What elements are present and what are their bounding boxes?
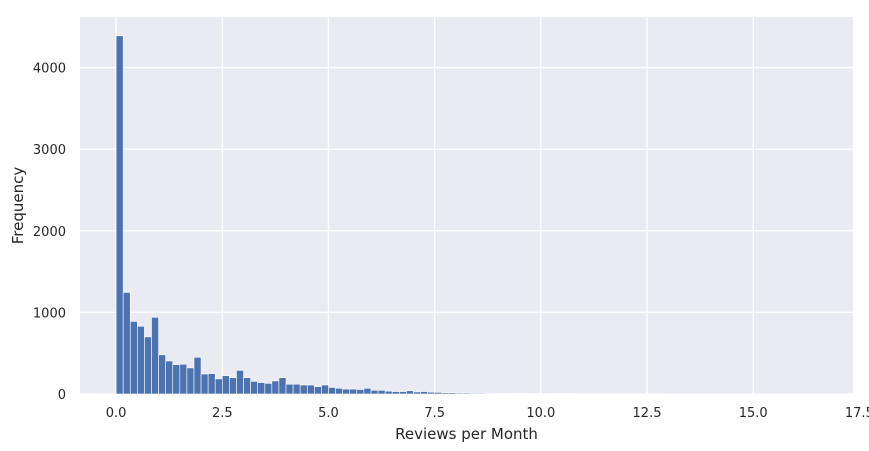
histogram-bar: [349, 388, 358, 395]
y-tick-label: 0: [58, 388, 66, 403]
histogram-bar: [151, 316, 159, 395]
x-tick-label: 7.5: [424, 406, 445, 421]
histogram-bar: [144, 336, 152, 395]
histogram-bar: [476, 392, 485, 395]
histogram-bar: [243, 377, 251, 395]
x-tick-label: 12.5: [633, 406, 662, 421]
x-tick-label: 0.0: [106, 406, 127, 421]
histogram-bar: [342, 388, 351, 395]
x-tick-label: 5.0: [318, 406, 339, 421]
histogram-bar: [462, 392, 471, 395]
histogram-bar: [483, 393, 492, 395]
y-tick-label: 1000: [33, 306, 66, 321]
histogram-bar: [363, 387, 372, 395]
y-tick-label: 2000: [33, 225, 66, 240]
y-axis-label: Frequency: [9, 167, 27, 245]
histogram-bar: [271, 380, 280, 395]
histogram-bar: [186, 367, 195, 395]
x-axis-label: Reviews per Month: [395, 425, 538, 443]
histogram-bar: [115, 35, 124, 395]
histogram-bar: [420, 391, 428, 395]
histogram-bar: [292, 383, 301, 395]
histogram-bar: [207, 373, 216, 395]
y-tick-labels: 0 1000 2000 3000 4000: [33, 62, 66, 403]
histogram-bar: [505, 393, 513, 395]
histogram-bar: [306, 384, 315, 395]
histogram-bar: [179, 363, 188, 395]
x-tick-label: 2.5: [212, 406, 233, 421]
histogram-bar: [356, 389, 365, 395]
histogram-bar: [137, 325, 145, 395]
histogram-bar: [384, 390, 393, 395]
x-tick-label: 10.0: [526, 406, 555, 421]
histogram-bar: [158, 354, 166, 395]
histogram-bar: [328, 387, 336, 395]
histogram-bar: [214, 378, 223, 395]
y-tick-label: 4000: [33, 62, 66, 77]
histogram-bar: [200, 373, 209, 395]
histogram-bar: [222, 375, 230, 395]
x-tick-labels: 0.0 2.5 5.0 7.5 10.0 12.5 15.0 17.5: [106, 406, 869, 421]
histogram-bar: [427, 391, 436, 395]
histogram-bar: [335, 387, 343, 395]
histogram-bars: [115, 35, 846, 395]
histogram-bar: [469, 392, 478, 395]
histogram-bar: [278, 377, 287, 395]
histogram-bar: [455, 392, 464, 395]
x-tick-label: 17.5: [845, 406, 869, 421]
histogram-bar: [498, 393, 506, 395]
histogram-bar: [391, 391, 400, 395]
histogram-bar: [370, 390, 379, 395]
histogram-bar: [172, 364, 181, 395]
histogram-bar: [441, 392, 450, 395]
histogram-bar: [491, 393, 499, 395]
plot-area: [80, 17, 853, 394]
histogram-bar: [122, 292, 131, 395]
histogram-bar: [406, 390, 414, 395]
histogram-bar: [377, 390, 386, 395]
x-tick-label: 15.0: [739, 406, 768, 421]
histogram-bar: [165, 360, 174, 395]
histogram-bar: [285, 383, 294, 395]
histogram-bar: [264, 383, 273, 395]
histogram-bar: [434, 392, 443, 395]
histogram-bar: [299, 384, 308, 395]
histogram-bar: [257, 382, 266, 395]
histogram-bar: [250, 381, 259, 395]
histogram-bar: [229, 377, 237, 395]
histogram-bar: [193, 356, 202, 395]
y-tick-label: 3000: [33, 143, 66, 158]
histogram-bar: [413, 391, 421, 395]
histogram-bar: [314, 386, 322, 395]
histogram-bar: [399, 391, 407, 395]
histogram-bar: [448, 392, 457, 395]
histogram-bar: [236, 370, 244, 395]
histogram-bar: [129, 321, 138, 395]
histogram-bar: [321, 384, 329, 395]
